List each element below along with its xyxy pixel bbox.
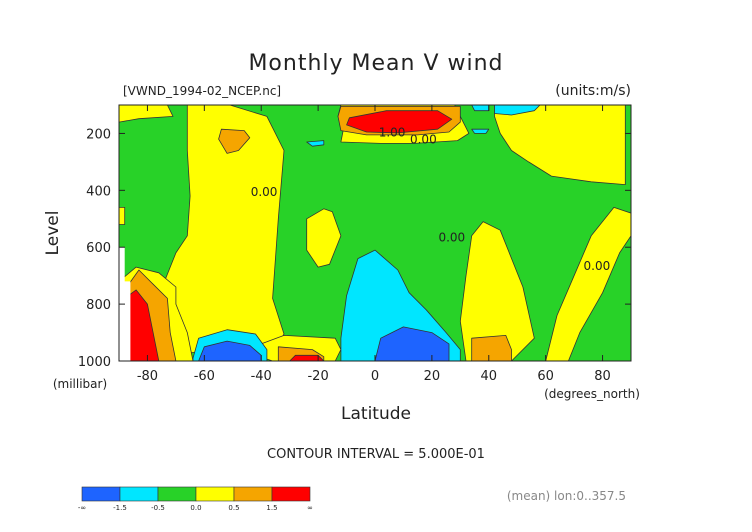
y-axis-label: Level bbox=[43, 211, 63, 256]
plot-area bbox=[119, 105, 631, 361]
contour-region bbox=[306, 208, 342, 268]
contour-region bbox=[306, 140, 325, 147]
contour-label: 0.00 bbox=[410, 132, 437, 146]
colorbar-label: 1.5 bbox=[266, 504, 277, 512]
colorbar: -∞ -1.5 -0.5 0.0 0.5 1.5 ∞ bbox=[78, 486, 313, 512]
colorbar-label: -1.5 bbox=[113, 504, 127, 512]
y-tick-label: 400 bbox=[86, 184, 111, 199]
chart-title: Monthly Mean V wind bbox=[248, 51, 503, 76]
colorbar-label: ∞ bbox=[307, 504, 313, 512]
y-axis-unit: (millibar) bbox=[53, 377, 107, 391]
contour-interval: CONTOUR INTERVAL = 5.000E-01 bbox=[267, 447, 485, 462]
contour-region bbox=[471, 128, 490, 134]
contour-region bbox=[471, 105, 490, 112]
colorbar-label: -0.5 bbox=[151, 504, 165, 512]
contour-label: 0.00 bbox=[584, 259, 611, 273]
contour-region bbox=[374, 326, 450, 361]
colorbar-label: 0.5 bbox=[228, 504, 239, 512]
x-tick-label: 0 bbox=[371, 369, 379, 384]
y-tick-label: 1000 bbox=[78, 355, 111, 370]
colorbar-swatch bbox=[233, 486, 273, 502]
contour-region bbox=[119, 206, 126, 225]
footer-note: (mean) lon:0..357.5 bbox=[507, 489, 626, 503]
contour-region bbox=[289, 354, 325, 361]
x-tick-label: 40 bbox=[481, 369, 498, 384]
contour-region bbox=[471, 334, 512, 361]
x-tick-label: 80 bbox=[594, 369, 611, 384]
contour-label: 0.00 bbox=[251, 185, 278, 199]
contour-label: 1.00 bbox=[379, 125, 406, 139]
contour-region bbox=[119, 105, 174, 123]
x-tick-label: 20 bbox=[424, 369, 441, 384]
y-tick-label: 600 bbox=[86, 241, 111, 256]
x-axis-unit: (degrees_north) bbox=[544, 387, 640, 401]
x-tick-label: -80 bbox=[137, 369, 158, 384]
x-tick-label: 60 bbox=[537, 369, 554, 384]
colorbar-swatch bbox=[119, 486, 159, 502]
colorbar-swatch bbox=[271, 486, 311, 502]
colorbar-label: 0.0 bbox=[190, 504, 201, 512]
contour-region bbox=[218, 128, 251, 154]
source-label: [VWND_1994-02_NCEP.nc] bbox=[123, 84, 281, 98]
contour-region bbox=[346, 110, 453, 134]
contour-region bbox=[494, 105, 626, 186]
x-axis-label: Latitude bbox=[341, 404, 411, 424]
x-tick-label: -60 bbox=[194, 369, 215, 384]
contour-region bbox=[459, 221, 535, 361]
units-label: (units:m/s) bbox=[555, 83, 631, 99]
contour-region bbox=[124, 289, 160, 361]
axis-ticks: -80 -60 -40 -20 0 20 40 60 80 200 400 600 800 1000 bbox=[78, 105, 631, 384]
colorbar-label: -∞ bbox=[78, 504, 86, 512]
contour-label: 0.00 bbox=[438, 231, 465, 245]
x-tick-label: -20 bbox=[307, 369, 328, 384]
contour-region bbox=[494, 105, 541, 116]
colorbar-swatch bbox=[195, 486, 235, 502]
colorbar-swatch bbox=[157, 486, 197, 502]
contour-region bbox=[198, 340, 262, 361]
y-tick-label: 800 bbox=[86, 298, 111, 313]
contour-region bbox=[545, 206, 631, 361]
contour-labels: 1.00 0.00 0.00 0.00 0.00 bbox=[251, 125, 611, 273]
colorbar-swatch bbox=[81, 486, 121, 502]
y-tick-label: 200 bbox=[86, 127, 111, 142]
x-tick-label: -40 bbox=[251, 369, 272, 384]
